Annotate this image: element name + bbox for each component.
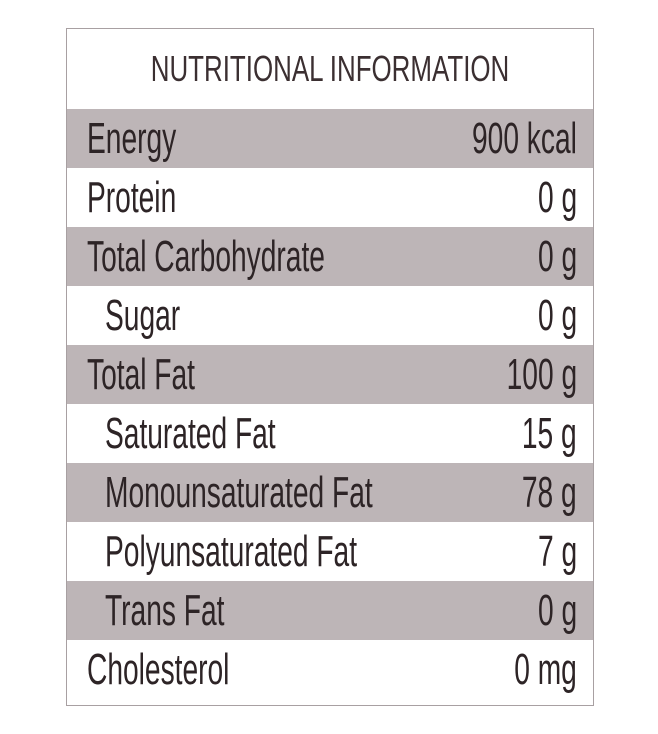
nutrient-row-monounsaturated-fat: Monounsaturated Fat 78 g [67,463,593,522]
nutrient-row-trans-fat: Trans Fat 0 g [67,581,593,640]
nutrient-label: Protein [87,173,177,222]
nutrient-row-total-carbohydrate: Total Carbohydrate 0 g [67,227,593,286]
nutrient-label: Sugar [105,291,181,340]
nutrient-label: Total Carbohydrate [87,232,325,281]
nutrient-value: 0 g [537,173,577,222]
nutrient-row-saturated-fat: Saturated Fat 15 g [67,404,593,463]
nutrient-value: 7 g [537,527,577,576]
panel-title: NUTRITIONAL INFORMATION [150,48,510,89]
nutrient-row-polyunsaturated-fat: Polyunsaturated Fat 7 g [67,522,593,581]
nutrient-value: 15 g [522,409,577,458]
nutrient-value: 0 g [537,232,577,281]
nutrient-label: Trans Fat [105,586,225,635]
nutrient-value: 0 g [537,586,577,635]
nutrient-value: 100 g [506,350,577,399]
nutrient-value: 0 g [537,291,577,340]
nutrient-row-sugar: Sugar 0 g [67,286,593,345]
nutrient-row-energy: Energy 900 kcal [67,109,593,168]
nutrient-row-total-fat: Total Fat 100 g [67,345,593,404]
nutrient-label: Monounsaturated Fat [105,468,373,517]
nutrient-value: 900 kcal [472,114,577,163]
nutrient-label: Saturated Fat [105,409,276,458]
nutrient-label: Energy [87,114,177,163]
nutrient-value: 0 mg [514,645,577,694]
nutrient-label: Cholesterol [87,645,230,694]
nutrition-panel: NUTRITIONAL INFORMATION Energy 900 kcal … [66,28,594,706]
nutrient-label: Total Fat [87,350,195,399]
nutrient-row-cholesterol: Cholesterol 0 mg [67,640,593,699]
nutrient-value: 78 g [522,468,577,517]
nutrient-row-protein: Protein 0 g [67,168,593,227]
nutrient-label: Polyunsaturated Fat [105,527,358,576]
